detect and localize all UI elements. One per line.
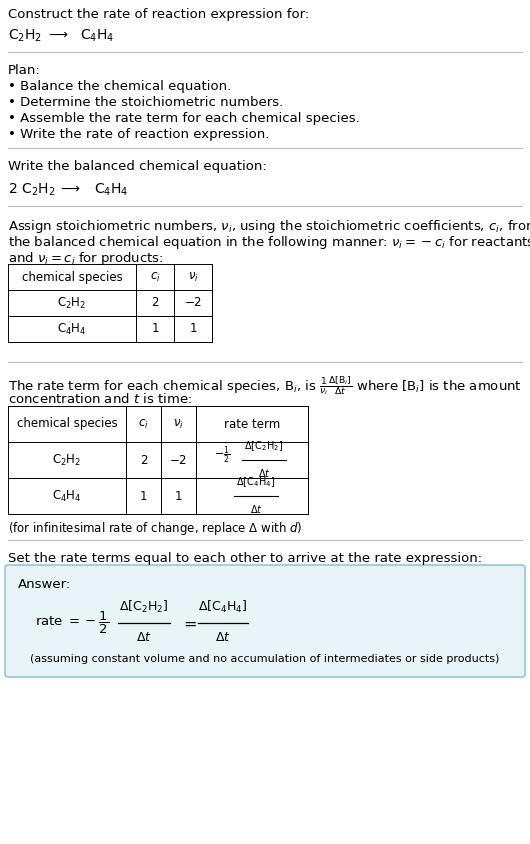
Text: 1: 1	[175, 490, 182, 502]
Text: $\mathrm{C_4H_4}$: $\mathrm{C_4H_4}$	[57, 322, 87, 337]
Text: Write the balanced chemical equation:: Write the balanced chemical equation:	[8, 160, 267, 173]
Text: • Balance the chemical equation.: • Balance the chemical equation.	[8, 80, 231, 93]
Text: • Determine the stoichiometric numbers.: • Determine the stoichiometric numbers.	[8, 96, 283, 109]
Text: $\mathrm{C_2H_2}$: $\mathrm{C_2H_2}$	[57, 295, 86, 311]
Text: Plan:: Plan:	[8, 64, 41, 77]
Text: $\Delta t$: $\Delta t$	[258, 467, 270, 479]
Text: The rate term for each chemical species, B$_i$, is $\frac{1}{\nu_i}\frac{\Delta[: The rate term for each chemical species,…	[8, 374, 522, 397]
Text: Set the rate terms equal to each other to arrive at the rate expression:: Set the rate terms equal to each other t…	[8, 552, 482, 565]
Text: $\mathrm{C_4H_4}$: $\mathrm{C_4H_4}$	[52, 489, 82, 504]
Text: $\nu_i$: $\nu_i$	[173, 418, 184, 430]
Text: • Assemble the rate term for each chemical species.: • Assemble the rate term for each chemic…	[8, 112, 360, 125]
Text: $\Delta[\mathrm{C_2H_2}]$: $\Delta[\mathrm{C_2H_2}]$	[119, 599, 169, 615]
Text: 2: 2	[151, 296, 159, 310]
Text: $\Delta t$: $\Delta t$	[250, 503, 262, 515]
Text: and $\nu_i = c_i$ for products:: and $\nu_i = c_i$ for products:	[8, 250, 164, 267]
Text: $\Delta[\mathrm{C_2H_2}]$: $\Delta[\mathrm{C_2H_2}]$	[244, 439, 284, 453]
Text: (for infinitesimal rate of change, replace $\Delta$ with $d$): (for infinitesimal rate of change, repla…	[8, 520, 303, 537]
Text: $\Delta[\mathrm{C_4H_4}]$: $\Delta[\mathrm{C_4H_4}]$	[236, 475, 276, 489]
Text: chemical species: chemical species	[16, 418, 117, 430]
Text: • Write the rate of reaction expression.: • Write the rate of reaction expression.	[8, 128, 269, 141]
Text: $\mathrm{C_2H_2}$: $\mathrm{C_2H_2}$	[52, 452, 82, 468]
Text: rate $= -\dfrac{1}{2}$: rate $= -\dfrac{1}{2}$	[35, 610, 109, 636]
Text: 1: 1	[151, 322, 159, 336]
Text: $\Delta t$: $\Delta t$	[215, 631, 231, 644]
Text: concentration and $t$ is time:: concentration and $t$ is time:	[8, 392, 192, 406]
Text: $=$: $=$	[180, 615, 197, 630]
Text: 1: 1	[189, 322, 197, 336]
Text: 1: 1	[140, 490, 147, 502]
Text: $c_i$: $c_i$	[149, 270, 161, 284]
Text: Answer:: Answer:	[18, 578, 71, 591]
Text: the balanced chemical equation in the following manner: $\nu_i = -c_i$ for react: the balanced chemical equation in the fo…	[8, 234, 530, 251]
Text: $\mathrm{C_2H_2}$: $\mathrm{C_2H_2}$	[8, 28, 42, 45]
Text: $\nu_i$: $\nu_i$	[188, 270, 198, 284]
Text: chemical species: chemical species	[22, 270, 122, 284]
Text: Construct the rate of reaction expression for:: Construct the rate of reaction expressio…	[8, 8, 309, 21]
FancyBboxPatch shape	[5, 565, 525, 677]
Text: $\mathrm{2\ C_2H_2}$: $\mathrm{2\ C_2H_2}$	[8, 182, 56, 198]
Text: rate term: rate term	[224, 418, 280, 430]
Text: $\Delta[\mathrm{C_4H_4}]$: $\Delta[\mathrm{C_4H_4}]$	[198, 599, 248, 615]
Text: $\longrightarrow$: $\longrightarrow$	[46, 28, 69, 41]
Text: (assuming constant volume and no accumulation of intermediates or side products): (assuming constant volume and no accumul…	[30, 654, 500, 664]
Text: $\longrightarrow$: $\longrightarrow$	[58, 182, 81, 195]
Text: $c_i$: $c_i$	[138, 418, 149, 430]
Text: Assign stoichiometric numbers, $\nu_i$, using the stoichiometric coefficients, $: Assign stoichiometric numbers, $\nu_i$, …	[8, 218, 530, 235]
Text: 2: 2	[140, 453, 147, 467]
Text: $-\frac{1}{2}$: $-\frac{1}{2}$	[214, 444, 230, 466]
Text: $\mathrm{C_4H_4}$: $\mathrm{C_4H_4}$	[94, 182, 129, 198]
Text: $-2$: $-2$	[184, 296, 202, 310]
Text: $-2$: $-2$	[170, 453, 188, 467]
Text: $\mathrm{C_4H_4}$: $\mathrm{C_4H_4}$	[80, 28, 114, 45]
Text: $\Delta t$: $\Delta t$	[136, 631, 152, 644]
